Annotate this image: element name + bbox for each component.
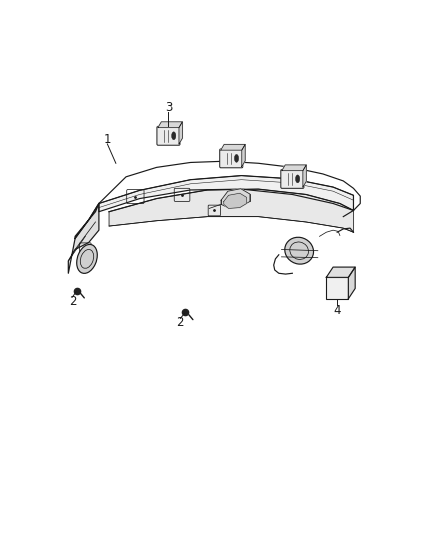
Polygon shape <box>326 267 355 277</box>
Polygon shape <box>348 267 355 298</box>
Polygon shape <box>68 204 99 273</box>
Ellipse shape <box>234 155 239 162</box>
Text: 2: 2 <box>69 295 76 308</box>
Polygon shape <box>75 204 99 238</box>
Polygon shape <box>282 165 306 171</box>
Text: 4: 4 <box>333 304 341 317</box>
FancyBboxPatch shape <box>220 149 243 168</box>
Polygon shape <box>221 189 250 207</box>
Polygon shape <box>224 193 247 208</box>
Polygon shape <box>99 175 353 212</box>
Text: 1: 1 <box>104 133 111 147</box>
Ellipse shape <box>296 175 300 183</box>
FancyBboxPatch shape <box>281 169 304 188</box>
Bar <box>326 277 348 298</box>
Text: 2: 2 <box>177 316 184 329</box>
Ellipse shape <box>172 132 176 140</box>
Polygon shape <box>179 122 182 144</box>
Polygon shape <box>109 189 353 232</box>
Text: 3: 3 <box>165 101 172 114</box>
Polygon shape <box>221 144 245 150</box>
FancyBboxPatch shape <box>157 126 180 145</box>
Polygon shape <box>158 122 182 127</box>
Polygon shape <box>242 144 245 166</box>
Ellipse shape <box>77 245 97 273</box>
Polygon shape <box>303 165 306 187</box>
Ellipse shape <box>285 237 314 264</box>
